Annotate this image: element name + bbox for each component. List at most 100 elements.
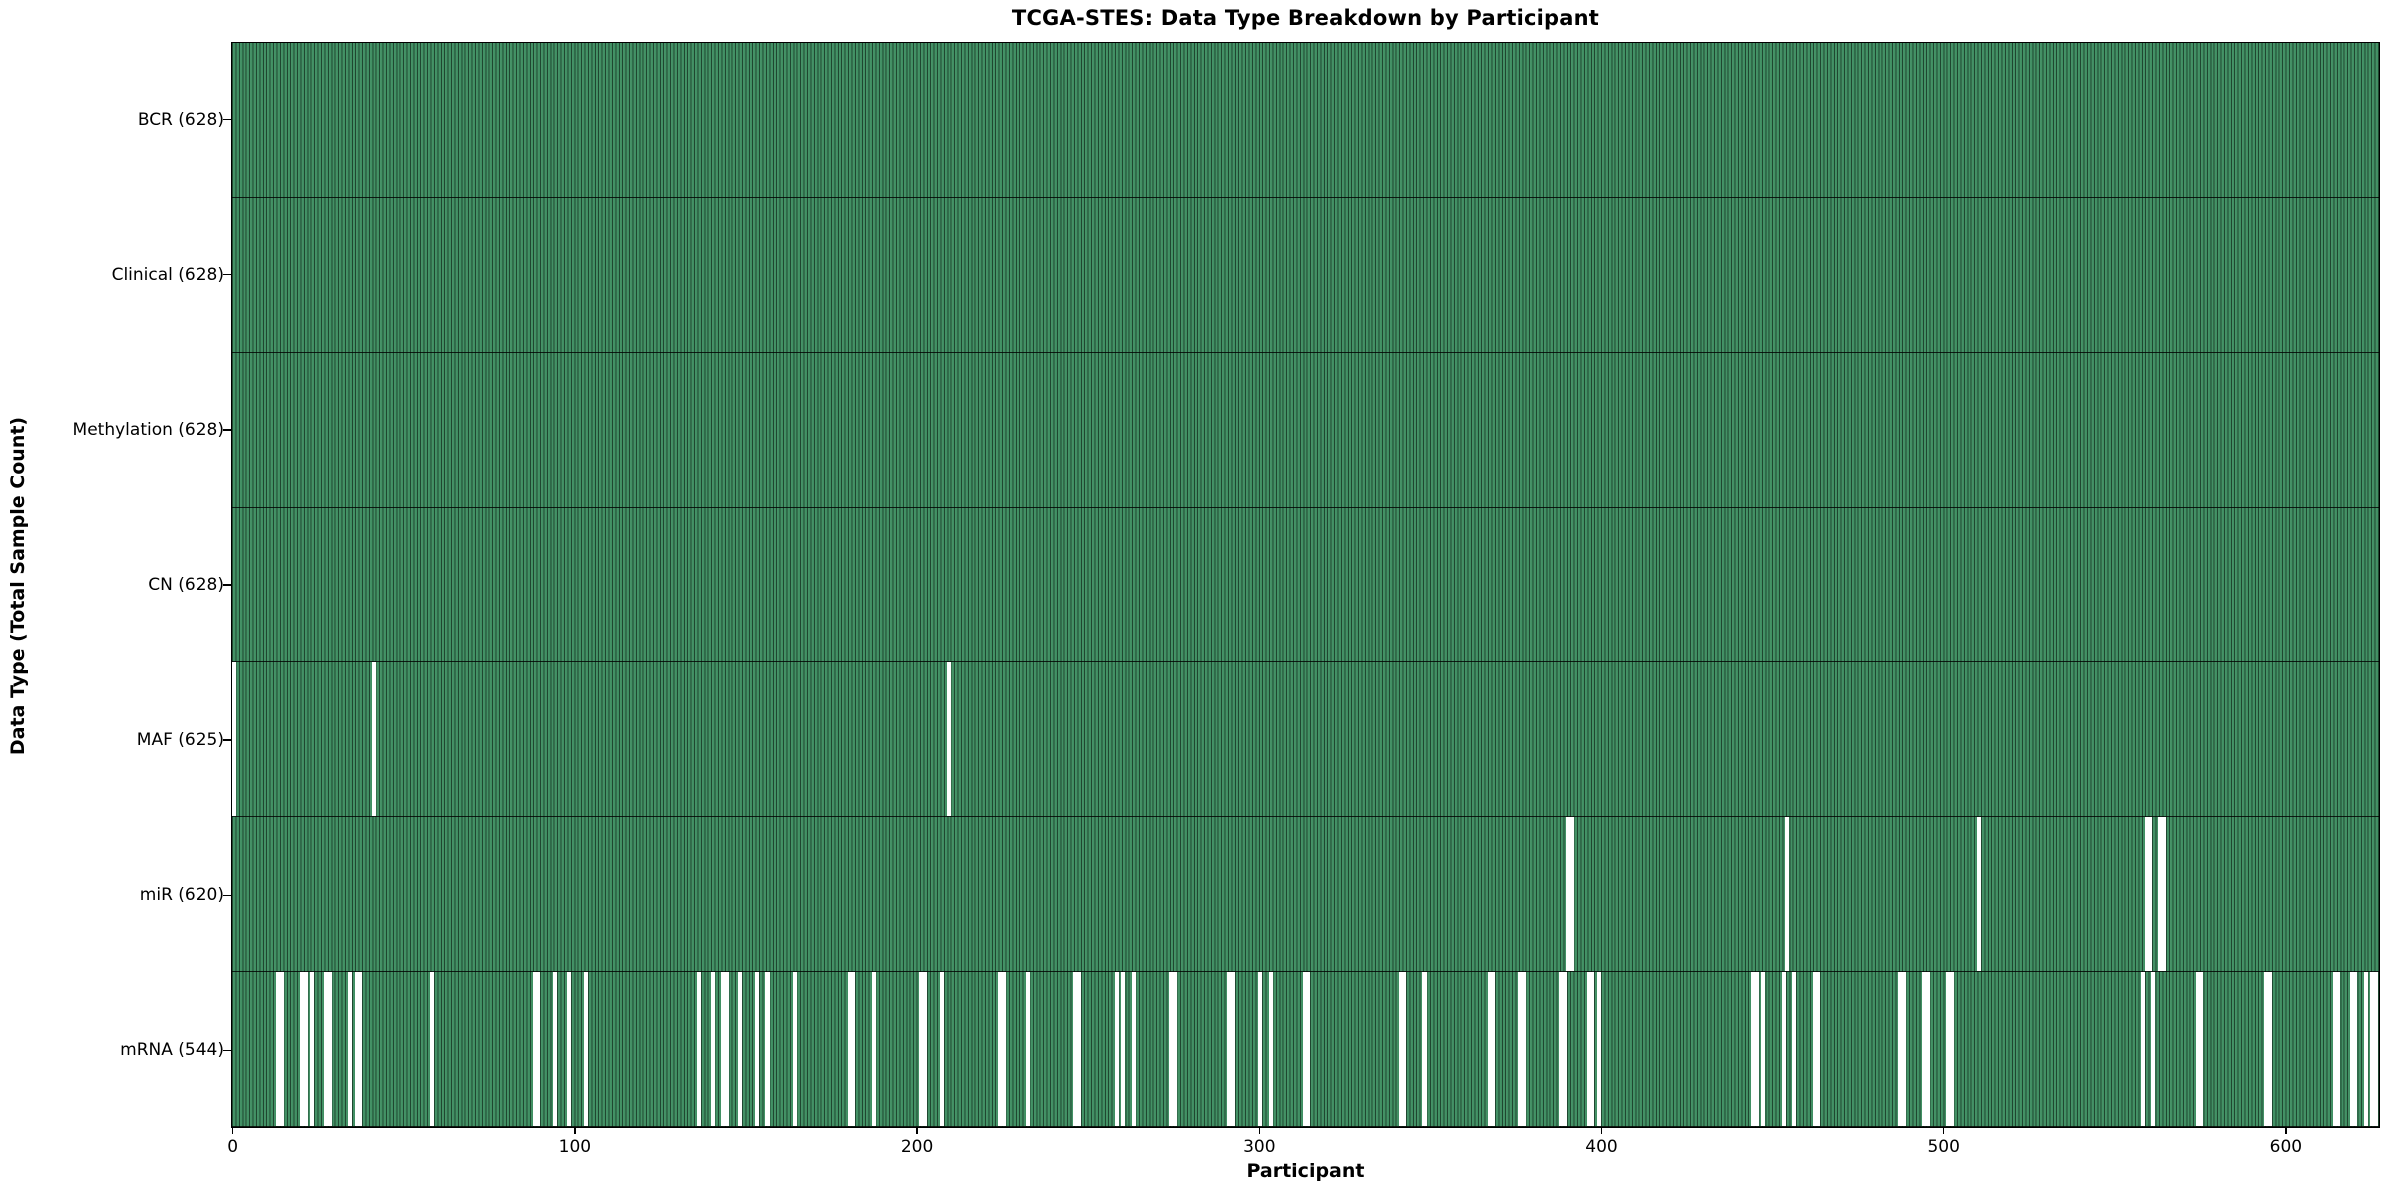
x-tick-label: 600: [2269, 1137, 2303, 1157]
absent-gap: [430, 972, 435, 1126]
absent-gap: [2336, 972, 2341, 1126]
y-tick-mark: [223, 118, 231, 121]
heatmap-row-bcr: [232, 43, 2379, 198]
absent-gap: [939, 972, 945, 1126]
x-tick-mark: [574, 1128, 576, 1134]
x-tick-label: 0: [227, 1137, 239, 1157]
absent-gap: [1169, 972, 1174, 1126]
x-tick-label: 200: [900, 1137, 934, 1157]
absent-gap: [2147, 817, 2153, 972]
absent-gap: [2144, 817, 2149, 972]
absent-gap: [532, 972, 537, 1126]
absent-gap: [371, 662, 377, 817]
absent-gap: [738, 972, 743, 1126]
absent-gap: [1490, 972, 1496, 1126]
absent-gap: [1812, 972, 1817, 1126]
x-tick-mark: [2285, 1128, 2287, 1134]
absent-gap: [1761, 972, 1766, 1126]
heatmap-row-maf: [231, 662, 2379, 818]
absent-gap: [697, 972, 702, 1126]
absent-gap: [1172, 972, 1177, 1126]
absent-gap: [851, 972, 856, 1126]
absent-gap: [2363, 972, 2368, 1126]
absent-gap: [1025, 972, 1030, 1126]
absent-gap: [998, 972, 1003, 1126]
absent-gap: [1925, 972, 1930, 1126]
absent-gap: [567, 972, 572, 1126]
y-tick-mark: [223, 273, 231, 276]
x-tick-mark: [1942, 1128, 1945, 1134]
absent-gap: [2264, 972, 2269, 1126]
x-tick-label: 400: [1585, 1137, 1618, 1157]
y-tick-mark: [223, 739, 231, 741]
absent-gap: [1258, 972, 1263, 1126]
absent-gap: [871, 972, 876, 1126]
x-tick-mark: [1600, 1128, 1603, 1134]
absent-gap: [755, 972, 760, 1126]
absent-gap: [354, 972, 359, 1126]
absent-gap: [279, 972, 284, 1126]
absent-gap: [1121, 972, 1126, 1126]
y-tick-mark: [223, 429, 231, 431]
y-tick-label: Clinical (628): [111, 264, 224, 285]
y-tick-label: CN (628): [148, 575, 224, 595]
y-tick-label: BCR (628): [137, 109, 224, 130]
absent-gap: [1562, 972, 1567, 1126]
x-tick-mark: [916, 1128, 918, 1134]
absent-gap: [2349, 972, 2354, 1126]
heatmap-row-clinical: [232, 197, 2379, 353]
absent-gap: [1597, 972, 1602, 1126]
absent-gap: [724, 972, 729, 1126]
absent-gap: [2151, 972, 2156, 1126]
absent-gap: [1398, 972, 1403, 1126]
x-axis-label: Participant: [1246, 1160, 1365, 1182]
absent-gap: [1001, 972, 1006, 1126]
absent-gap: [2158, 817, 2163, 972]
y-tick-label: miR (620): [139, 885, 224, 906]
absent-gap: [1949, 972, 1954, 1126]
absent-gap: [231, 662, 236, 817]
absent-gap: [1586, 972, 1591, 1126]
absent-gap: [2370, 972, 2375, 1126]
absent-gap: [1559, 972, 1564, 1126]
absent-gap: [1792, 972, 1797, 1126]
y-tick-mark: [223, 584, 231, 586]
absent-gap: [1302, 972, 1307, 1126]
absent-gap: [2199, 972, 2204, 1126]
x-tick-mark: [231, 1128, 234, 1134]
absent-gap: [1487, 972, 1492, 1126]
y-tick-mark: [223, 1049, 231, 1052]
absent-gap: [847, 972, 852, 1126]
x-tick-label: 100: [558, 1137, 592, 1157]
absent-gap: [553, 972, 558, 1126]
absent-gap: [2141, 972, 2146, 1126]
x-tick-label: 300: [1243, 1137, 1276, 1157]
absent-gap: [1566, 817, 1571, 972]
absent-gap: [1754, 972, 1759, 1126]
absent-gap: [1114, 972, 1119, 1126]
absent-gap: [1268, 972, 1273, 1126]
absent-gap: [1306, 972, 1311, 1126]
absent-gap: [1816, 972, 1821, 1126]
plot-area: Present Absent: [231, 42, 2380, 1128]
absent-gap: [303, 972, 308, 1126]
absent-gap: [2332, 972, 2337, 1126]
absent-gap: [1569, 817, 1574, 972]
absent-gap: [1590, 972, 1595, 1126]
absent-gap: [1898, 972, 1903, 1126]
absent-gap: [536, 972, 541, 1126]
absent-gap: [792, 972, 797, 1126]
absent-gap: [2195, 972, 2200, 1126]
absent-gap: [276, 972, 281, 1126]
absent-gap: [1076, 972, 1081, 1126]
y-tick-mark: [223, 894, 231, 897]
absent-gap: [919, 972, 924, 1126]
absent-gap: [1976, 817, 1981, 972]
absent-gap: [324, 972, 329, 1126]
absent-gap: [1901, 972, 1906, 1126]
x-tick-label: 500: [1927, 1137, 1960, 1157]
heatmap-row-mrna: [232, 972, 2379, 1127]
absent-gap: [946, 662, 951, 817]
absent-gap: [300, 972, 305, 1126]
absent-gap: [327, 972, 332, 1126]
